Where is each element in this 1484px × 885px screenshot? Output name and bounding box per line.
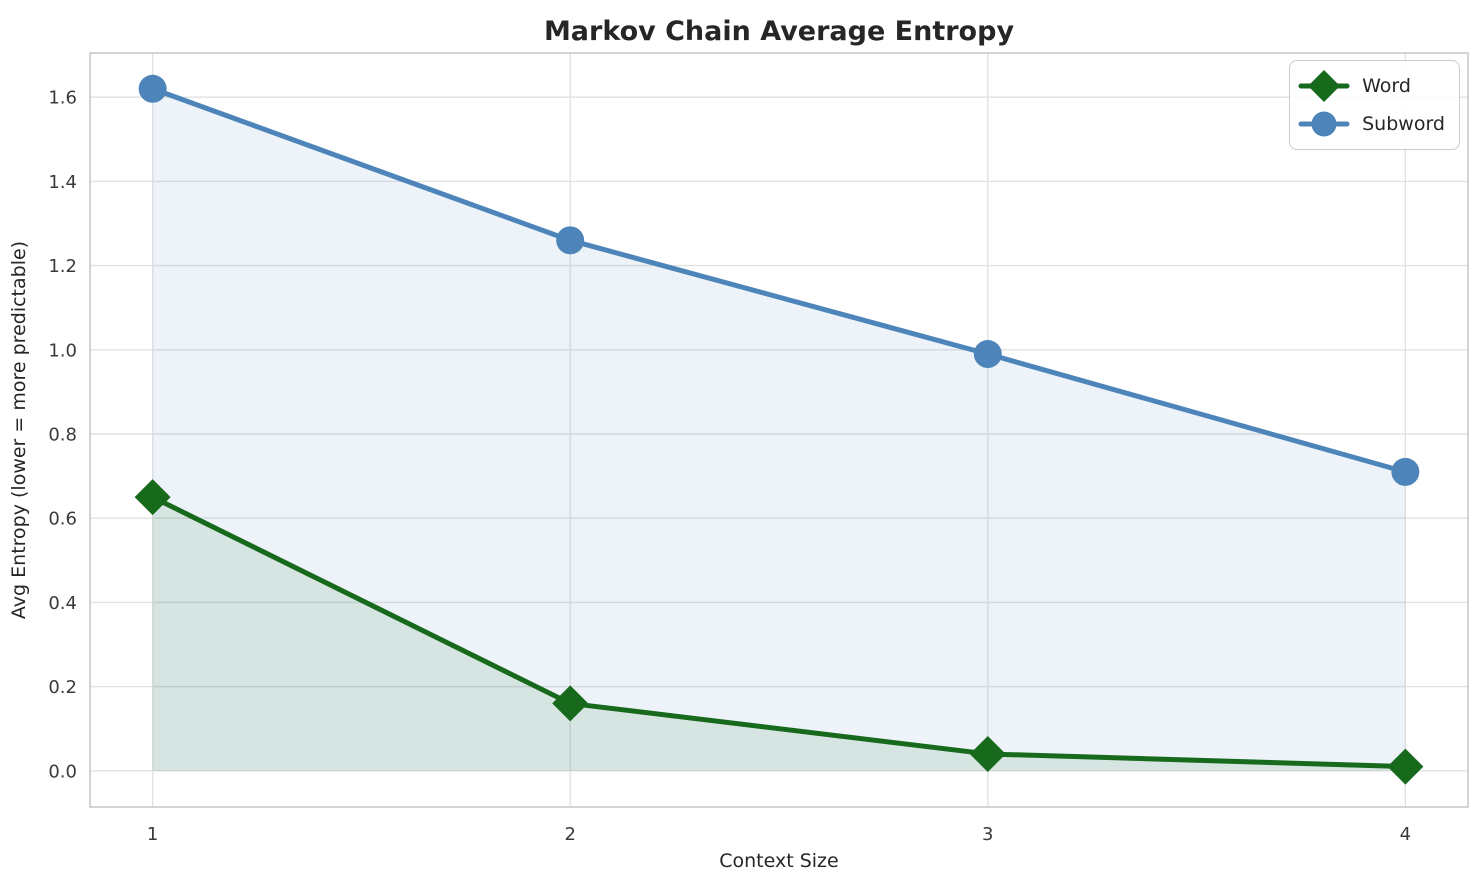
y-tick-label: 1.2: [48, 256, 77, 277]
marker-circle-subword-4: [1391, 457, 1420, 486]
area-fill-word: [152, 497, 1406, 771]
gridlines: [90, 53, 1468, 807]
series-line-subword: [150, 86, 1408, 475]
marker-circle-subword-2: [556, 226, 585, 255]
y-tick-label: 1.4: [48, 172, 77, 193]
marker-diamond-word-3: [969, 735, 1006, 772]
x-tick-label: 2: [564, 824, 575, 845]
y-axis-label: Avg Entropy (lower = more predictable): [8, 241, 30, 619]
series-lines: [150, 86, 1408, 770]
area-fills: [152, 88, 1406, 771]
x-tick-label: 4: [1400, 824, 1411, 845]
area-fill-subword: [152, 88, 1406, 771]
marker-diamond-word-1: [134, 479, 171, 516]
x-tick-label: 3: [982, 824, 993, 845]
y-tick-label: 0.8: [48, 424, 77, 445]
marker-circle-subword-3: [973, 340, 1002, 369]
y-tick-label: 0.6: [48, 509, 77, 530]
legend-item-word: Word: [1298, 69, 1445, 103]
data-point-markers: [134, 74, 1424, 785]
legend-label: Subword: [1362, 112, 1445, 135]
marker-diamond-word-2: [552, 685, 589, 722]
x-axis-label: Context Size: [719, 850, 838, 872]
x-tick-label: 1: [147, 824, 158, 845]
x-tick-labels: 1 2 3 4: [147, 824, 1411, 845]
y-tick-label: 0.4: [48, 593, 77, 614]
chart-title: Markov Chain Average Entropy: [544, 16, 1015, 47]
legend-label: Word: [1362, 74, 1411, 97]
y-tick-label: 1.0: [48, 340, 77, 361]
series-line-word: [150, 494, 1408, 770]
plot-border: [89, 52, 1469, 808]
marker-circle-subword-1: [138, 74, 167, 103]
legend-item-subword: Subword: [1298, 107, 1445, 141]
diamond-marker-icon: [1298, 70, 1350, 102]
marker-diamond-word-4: [1387, 748, 1424, 785]
y-tick-label: 1.6: [48, 88, 77, 109]
circle-marker-icon: [1298, 111, 1350, 137]
legend: Word Subword: [1289, 60, 1460, 150]
y-tick-labels: 0.0 0.2 0.4 0.6 0.8 1.0 1.2 1.4 1.6: [48, 88, 77, 783]
y-tick-label: 0.0: [48, 761, 77, 782]
y-tick-label: 0.2: [48, 677, 77, 698]
